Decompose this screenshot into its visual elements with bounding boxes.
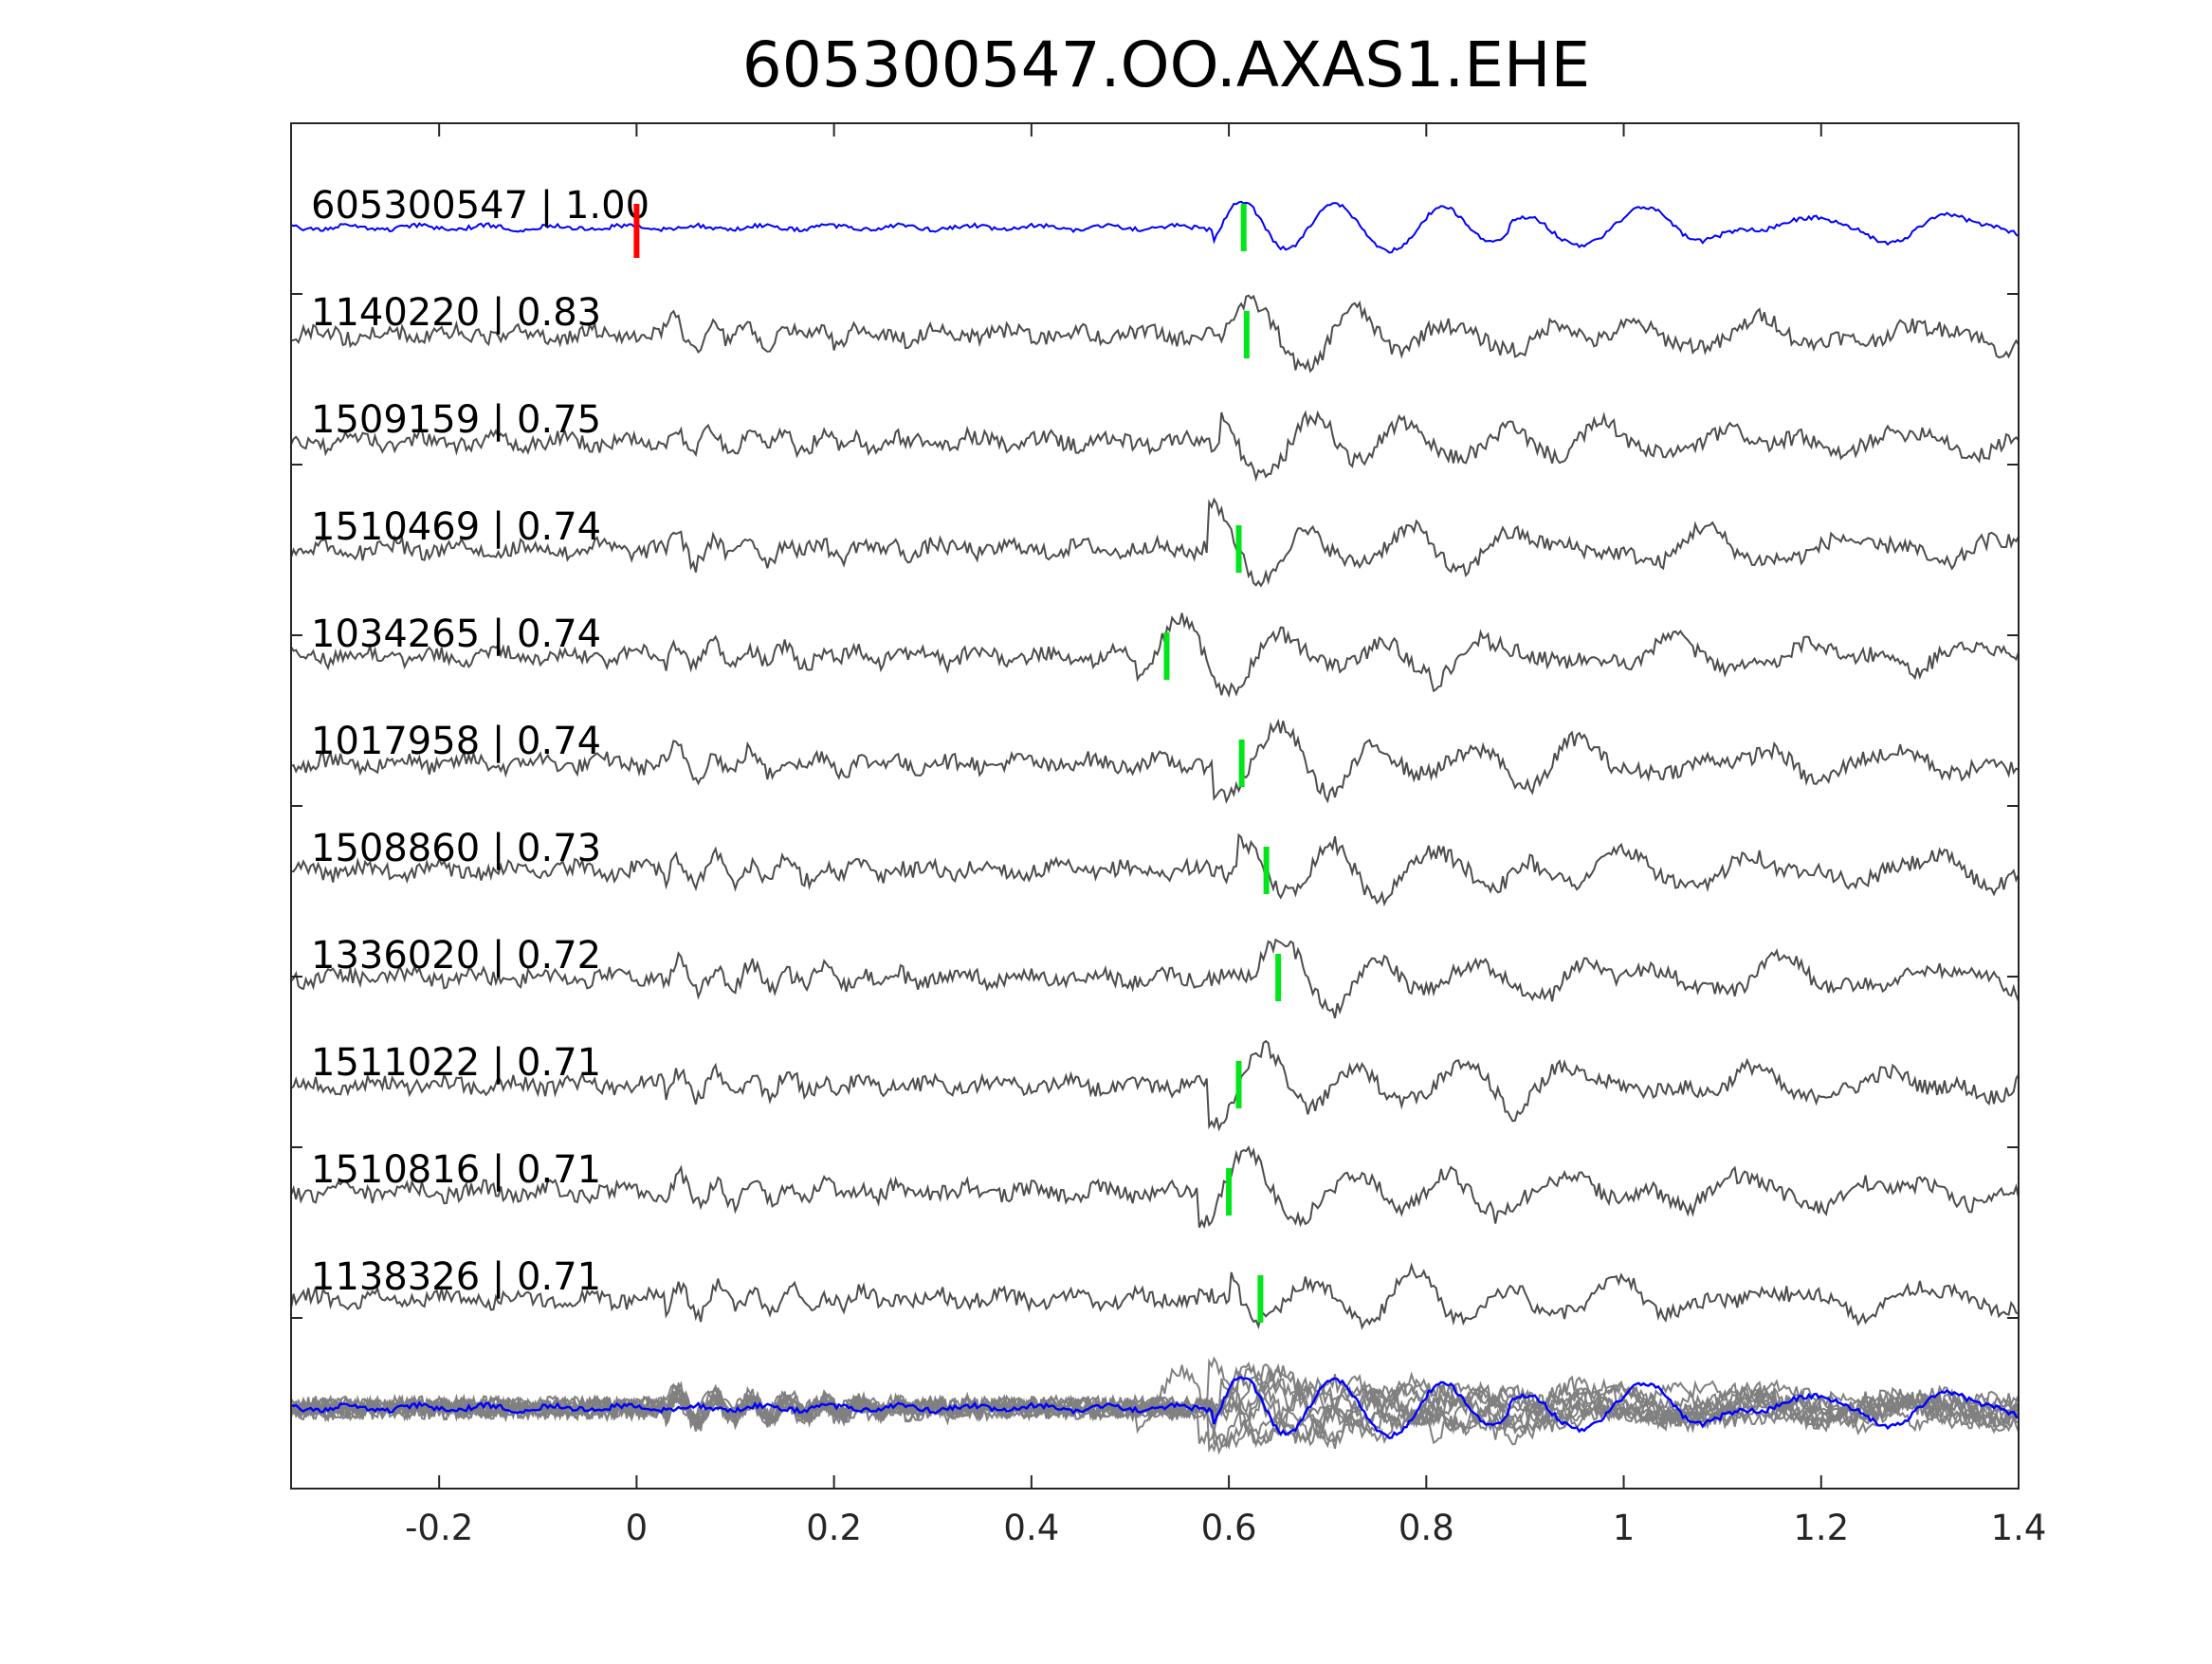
trace-line-1509159 — [291, 410, 2019, 483]
trace-label-1510469: 1510469 | 0.74 — [311, 505, 601, 549]
trace-line-1140220 — [291, 294, 2019, 374]
x-tick-label: 0 — [626, 1508, 649, 1548]
stack-trace-line — [291, 1362, 2019, 1455]
trace-label-1140220: 1140220 | 0.83 — [311, 291, 601, 335]
trace-label-1509159: 1509159 | 0.75 — [311, 398, 601, 442]
trace-line-1034265 — [291, 613, 2019, 699]
trace-line-1017958 — [291, 718, 2019, 804]
x-tick-label: 1 — [1613, 1508, 1636, 1548]
trace-label-1336020: 1336020 | 0.72 — [311, 934, 601, 978]
trace-label-1138326: 1138326 | 0.71 — [311, 1255, 601, 1299]
trace-line-605300547 — [291, 200, 2019, 254]
trace-label-1510816: 1510816 | 0.71 — [311, 1148, 601, 1192]
stack-reference-line — [291, 1376, 2019, 1439]
stack-overlay — [291, 1356, 2019, 1455]
trace-label-1508860: 1508860 | 0.73 — [311, 827, 601, 870]
x-tick-label: 0.2 — [806, 1508, 862, 1548]
x-tick-label: 1.4 — [1991, 1508, 2047, 1548]
trace-label-1017958: 1017958 | 0.74 — [311, 720, 601, 763]
x-tick-label: 1.2 — [1793, 1508, 1849, 1548]
trace-line-1336020 — [291, 938, 2019, 1019]
traces-group — [291, 200, 2019, 1330]
plot-area: 605300547 | 1.00 1140220 | 0.83 1509159 | … — [290, 122, 2047, 1548]
trace-label-1511022: 1511022 | 0.71 — [311, 1041, 601, 1085]
x-tick-label: 0.4 — [1003, 1508, 1059, 1548]
trace-line-1510469 — [291, 497, 2019, 588]
trace-line-1138326 — [291, 1262, 2019, 1330]
trace-line-1511022 — [291, 1039, 2019, 1132]
x-tick-label: 0.8 — [1398, 1508, 1454, 1548]
trace-line-1510816 — [291, 1145, 2019, 1230]
chart-title: 605300547.OO.AXAS1.EHE — [742, 28, 1591, 101]
trace-label-1034265: 1034265 | 0.74 — [311, 613, 601, 656]
stack-trace-line — [291, 1371, 2019, 1439]
x-tick-label: 0.6 — [1201, 1508, 1257, 1548]
trace-line-1508860 — [291, 832, 2019, 907]
trace-label-605300547: 605300547 | 1.00 — [311, 184, 649, 228]
x-tick-label: -0.2 — [405, 1508, 473, 1548]
